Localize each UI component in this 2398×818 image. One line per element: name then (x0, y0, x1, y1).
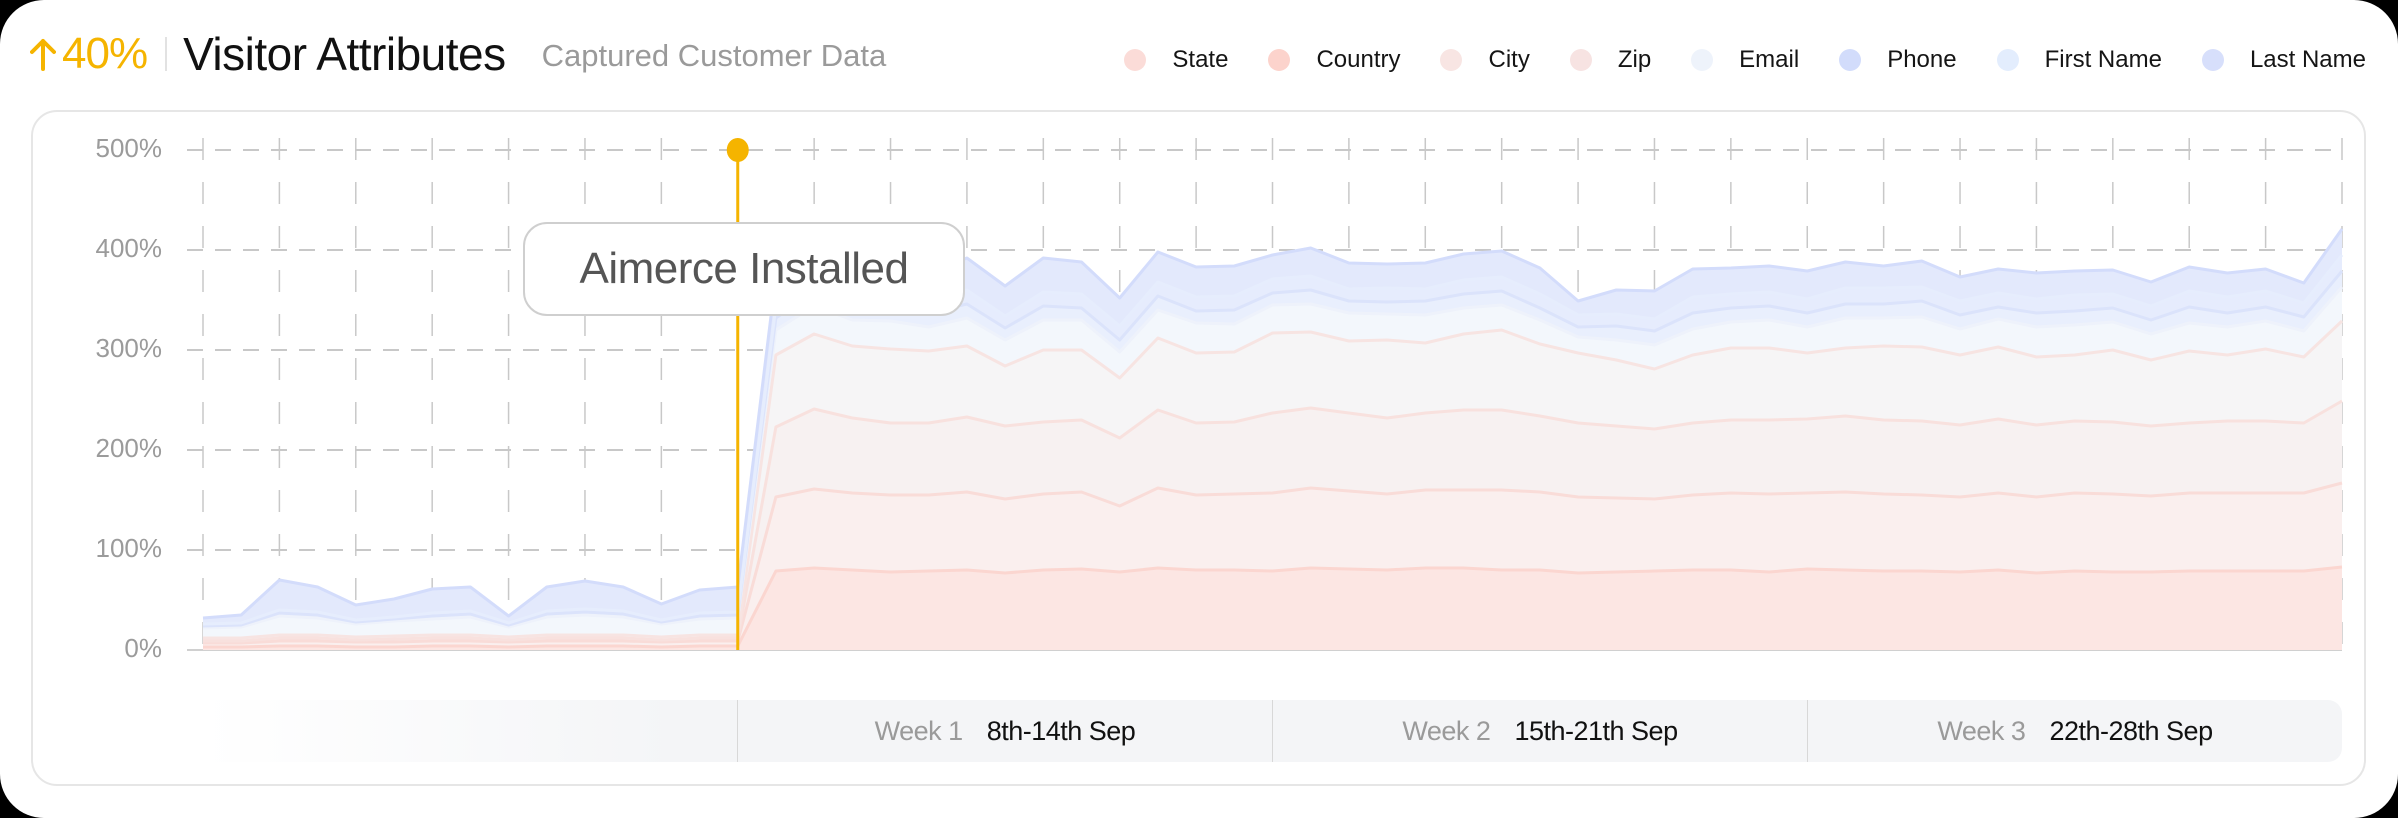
legend-item-phone[interactable]: Phone (1839, 46, 1957, 74)
y-tick-300: 300% (95, 333, 163, 363)
legend-item-country[interactable]: Country (1268, 46, 1400, 74)
legend-item-last-name[interactable]: Last Name (2201, 46, 2366, 74)
week-number: Week 2 (1402, 715, 1491, 746)
legend-dot-icon (2201, 49, 2224, 71)
arrow-up-icon (30, 39, 56, 71)
legend-item-email[interactable]: Email (1691, 46, 1799, 74)
legend-dot-icon (1268, 49, 1291, 71)
legend-item-zip[interactable]: Zip (1569, 46, 1652, 74)
growth-value: 40% (62, 29, 148, 78)
header-divider (165, 37, 168, 71)
card-subtitle: Captured Customer Data (541, 38, 887, 73)
legend-dot-icon (1124, 49, 1147, 71)
annotation-label: Aimerce Installed (523, 222, 965, 316)
y-tick-0: 0% (124, 633, 162, 663)
legend-item-city[interactable]: City (1440, 46, 1530, 74)
legend-label: City (1488, 46, 1530, 73)
legend-item-first-name[interactable]: First Name (1996, 46, 2162, 74)
y-tick-200: 200% (95, 433, 163, 463)
week-2[interactable]: Week 2 15th-21th Sep (1272, 700, 1807, 762)
legend-dot-icon (1996, 49, 2019, 71)
legend-label: Last Name (2249, 46, 2366, 73)
week-number: Week 3 (1937, 715, 2026, 746)
legend-label: Zip (1617, 46, 1652, 73)
legend-dot-icon (1569, 49, 1592, 71)
week-range: 8th-14th Sep (986, 715, 1136, 746)
chart-legend: State Country City Zip Email Phone First… (1084, 46, 2366, 74)
legend-label: Country (1316, 46, 1401, 73)
legend-dot-icon (1691, 49, 1714, 71)
legend-item-state[interactable]: State (1124, 46, 1228, 74)
week-timeline: Week 1 8th-14th Sep Week 2 15th-21th Sep… (203, 700, 2342, 762)
legend-label: Phone (1887, 46, 1957, 73)
week-3[interactable]: Week 3 22th-28th Sep (1807, 700, 2342, 762)
week-range: 15th-21th Sep (1514, 715, 1678, 746)
legend-label: First Name (2044, 46, 2162, 73)
legend-dot-icon (1839, 49, 1862, 71)
legend-label: Email (1739, 46, 1800, 73)
week-range: 22th-28th Sep (2049, 715, 2213, 746)
legend-label: State (1172, 46, 1229, 73)
card-title: Visitor Attributes (183, 28, 506, 80)
legend-dot-icon (1440, 49, 1463, 71)
growth-indicator: 40% (30, 29, 148, 79)
week-number: Week 1 (874, 715, 964, 746)
week-1[interactable]: Week 1 8th-14th Sep (737, 700, 1272, 762)
card-header: 40% Visitor Attributes Captured Customer… (30, 26, 886, 82)
y-tick-500: 500% (95, 133, 163, 163)
y-tick-400: 400% (95, 233, 163, 263)
y-tick-100: 100% (95, 533, 163, 563)
